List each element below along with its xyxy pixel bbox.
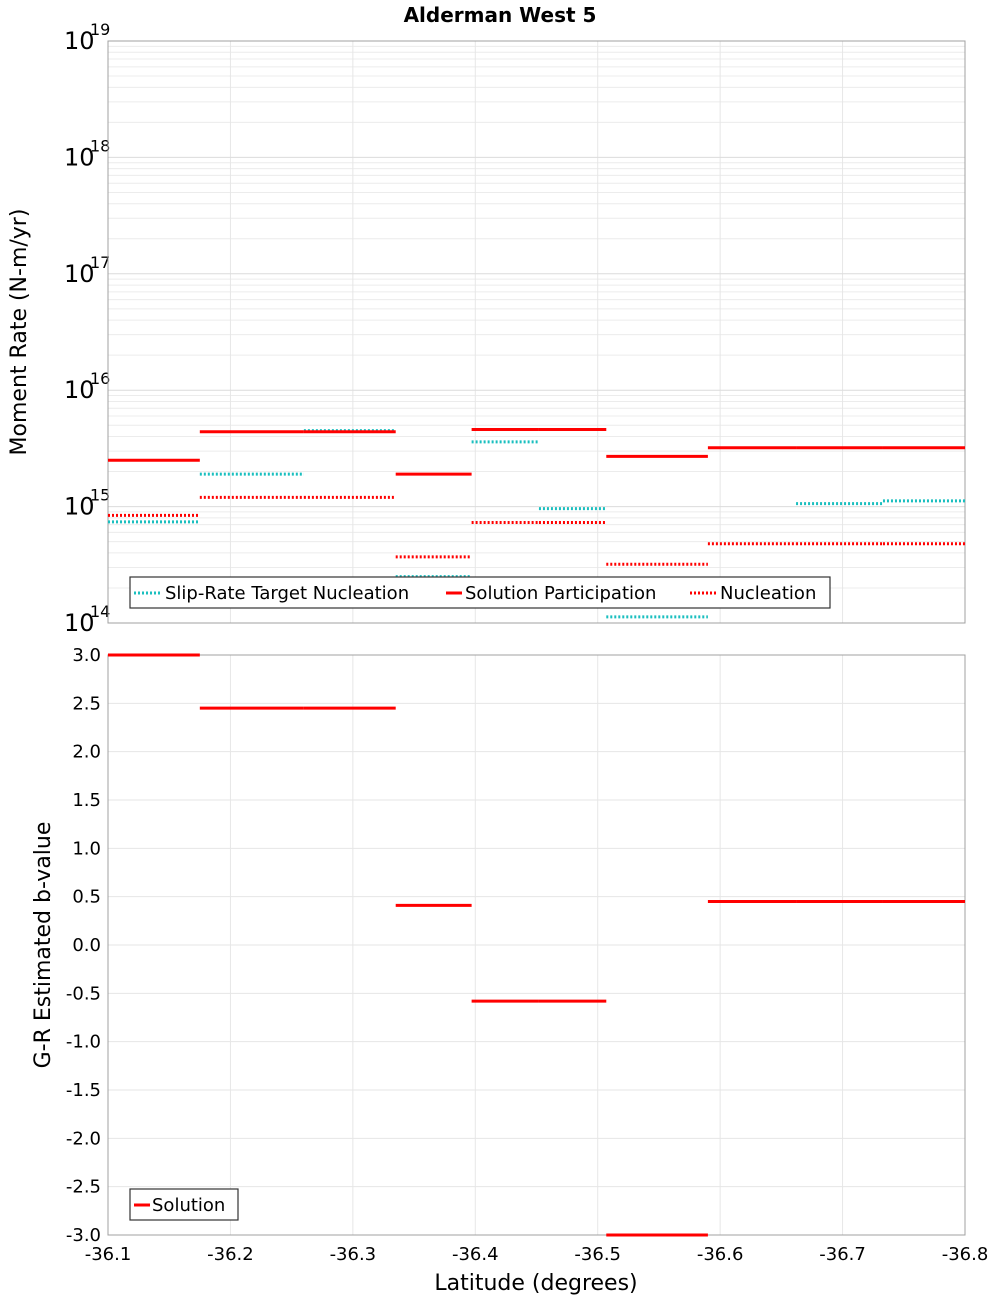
- chart-title: Alderman West 5: [404, 3, 597, 27]
- x-tick-label-36-3: -36.3: [330, 1244, 377, 1265]
- legend-label-target-nucleation: Slip-Rate Target Nucleation: [165, 583, 409, 604]
- legend-label-nucleation: Nucleation: [720, 583, 816, 604]
- legend-label-solution: Solution: [152, 1195, 225, 1216]
- y-tick-label-2-5: -2.5: [66, 1177, 101, 1198]
- y-tick-label-exp-17: 17: [90, 253, 110, 272]
- y-tick-label-0-0: 0.0: [72, 935, 101, 956]
- x-tick-label-36-1: -36.1: [85, 1244, 132, 1265]
- y-tick-label-0-5: -0.5: [66, 983, 101, 1004]
- moment-rate-y-axis-label: Moment Rate (N-m/yr): [7, 209, 32, 456]
- y-tick-label-1-0: 1.0: [72, 838, 101, 859]
- y-tick-label-1-5: 1.5: [72, 790, 101, 811]
- y-tick-label-2-5: 2.5: [72, 693, 101, 714]
- y-tick-label-exp-16: 16: [90, 369, 110, 388]
- y-tick-label-base-19: 10: [64, 27, 95, 55]
- y-tick-label-base-17: 10: [64, 260, 95, 288]
- x-tick-label-36-8: -36.8: [942, 1244, 989, 1265]
- moment-rate-legend: Slip-Rate Target Nucleation Solution Par…: [129, 576, 831, 609]
- y-tick-label-exp-14: 14: [90, 602, 110, 621]
- moment-rate-grid: [107, 40, 966, 624]
- y-tick-label-2-0: 2.0: [72, 742, 101, 763]
- moment-rate-series: [108, 427, 965, 619]
- b-value-series: [108, 653, 965, 1237]
- y-tick-label-base-15: 10: [64, 493, 95, 521]
- y-tick-label-exp-19: 19: [90, 20, 110, 39]
- y-tick-label-base-14: 10: [64, 609, 95, 637]
- y-tick-label-1-0: -1.0: [66, 1032, 101, 1053]
- y-tick-label-0-5: 0.5: [72, 887, 101, 908]
- x-tick-label-36-5: -36.5: [574, 1244, 621, 1265]
- b-value-legend: Solution: [129, 1188, 239, 1221]
- y-tick-label-base-16: 10: [64, 376, 95, 404]
- b-value-y-axis-label: G-R Estimated b-value: [31, 822, 56, 1069]
- y-tick-label-exp-15: 15: [90, 486, 110, 505]
- b-value-panel: -3.0 -2.5 -2.0 -1.5 -1.0 -0.5 0.0 0.5 1.0 1.5 2.0 2…: [31, 645, 988, 1296]
- x-tick-label-36-2: -36.2: [207, 1244, 254, 1265]
- bottom-frame-border: [107, 654, 966, 1236]
- y-tick-label-3-0: -3.0: [66, 1225, 101, 1246]
- x-tick-label-36-7: -36.7: [819, 1244, 866, 1265]
- moment-rate-plot-area: [107, 40, 966, 624]
- x-axis-label: Latitude (degrees): [434, 1271, 637, 1296]
- y-tick-label-exp-18: 18: [90, 136, 110, 155]
- latitude-x-ticks: -36.1 -36.2 -36.3 -36.4 -36.5 -36.6 -36.7 -36.8: [85, 1244, 989, 1265]
- y-tick-label-3-0: 3.0: [72, 645, 101, 666]
- y-tick-label-base-18: 10: [64, 143, 95, 171]
- moment-rate-legend-box: [129, 576, 831, 609]
- x-tick-label-36-6: -36.6: [697, 1244, 744, 1265]
- y-tick-label-2-0: -2.0: [66, 1128, 101, 1149]
- top-frame-border: [107, 40, 966, 624]
- x-tick-label-36-4: -36.4: [452, 1244, 499, 1265]
- legend-label-solution-participation: Solution Participation: [465, 583, 656, 604]
- y-tick-label-1-5: -1.5: [66, 1080, 101, 1101]
- b-value-y-ticks: -3.0 -2.5 -2.0 -1.5 -1.0 -0.5 0.0 0.5 1.0 1.5 2.0 2…: [66, 645, 101, 1246]
